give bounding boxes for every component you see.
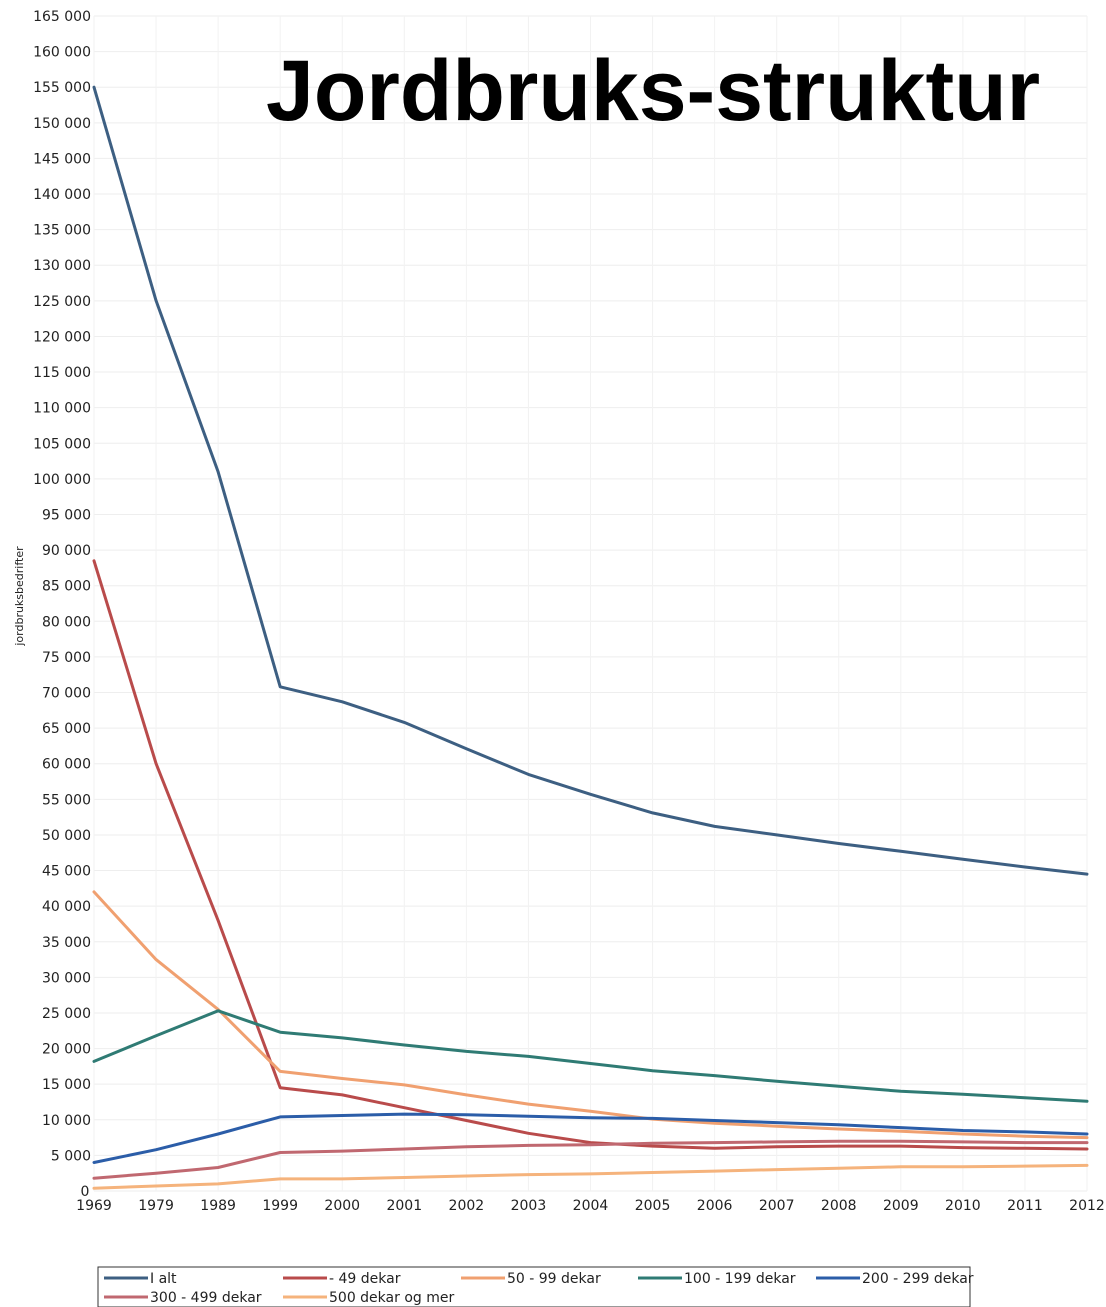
y-tick-label: 160 000: [33, 45, 91, 61]
x-tick-label: 2012: [1069, 1198, 1105, 1214]
y-tick-label: 125 000: [33, 294, 91, 310]
legend-label: 100 - 199 dekar: [684, 1271, 796, 1287]
series-lines: [92, 85, 1089, 1190]
x-tick-label: 2005: [635, 1198, 671, 1214]
y-tick-label: 5 000: [51, 1148, 91, 1164]
x-tick-label: 2010: [945, 1198, 981, 1214]
y-tick-label: 145 000: [33, 151, 91, 167]
legend-label: - 49 dekar: [329, 1271, 401, 1287]
y-tick-label: 95 000: [42, 507, 91, 523]
y-tick-label: 45 000: [42, 864, 91, 880]
legend-label: 50 - 99 dekar: [507, 1271, 601, 1287]
series-line: [92, 1112, 1089, 1164]
y-tick-label: 135 000: [33, 223, 91, 239]
x-tick-label: 1989: [200, 1198, 236, 1214]
legend-label: 300 - 499 dekar: [150, 1290, 262, 1306]
y-tick-label: 65 000: [42, 721, 91, 737]
x-tick-label: 2009: [883, 1198, 919, 1214]
x-tick-label: 2001: [386, 1198, 422, 1214]
legend-label: 500 dekar og mer: [329, 1290, 454, 1306]
y-tick-label: 110 000: [33, 401, 91, 417]
x-axis-ticks: 1969 1979 1989 1999 2000 2001 2002 2003 2004 2005…: [76, 1198, 1105, 1214]
grid: [93, 15, 1088, 1192]
series-line: [92, 1009, 1089, 1103]
y-tick-label: 90 000: [42, 543, 91, 559]
x-tick-label: 2008: [821, 1198, 857, 1214]
x-tick-label: 2002: [449, 1198, 485, 1214]
y-tick-label: 140 000: [33, 187, 91, 203]
x-tick-label: 2006: [697, 1198, 733, 1214]
y-axis-label: jordbruksbedrifter: [13, 546, 26, 647]
y-tick-label: 0: [81, 1184, 90, 1200]
y-tick-label: 150 000: [33, 116, 91, 132]
y-tick-label: 25 000: [42, 1006, 91, 1022]
series-line: [92, 1163, 1089, 1190]
legend-label: I alt: [150, 1271, 177, 1287]
y-tick-label: 15 000: [42, 1077, 91, 1093]
y-tick-label: 85 000: [42, 579, 91, 595]
chart-title: Jordbruks-struktur: [266, 43, 1040, 139]
x-tick-label: 1979: [138, 1198, 174, 1214]
series-line: [92, 85, 1089, 876]
x-tick-label: 2003: [511, 1198, 547, 1214]
y-tick-label: 165 000: [33, 9, 91, 25]
y-tick-label: 100 000: [33, 472, 91, 488]
y-tick-label: 35 000: [42, 935, 91, 951]
x-tick-label: 2011: [1007, 1198, 1043, 1214]
y-tick-label: 55 000: [42, 792, 91, 808]
x-tick-label: 1999: [262, 1198, 298, 1214]
y-tick-label: 155 000: [33, 80, 91, 96]
y-tick-label: 115 000: [33, 365, 91, 381]
y-tick-label: 30 000: [42, 970, 91, 986]
y-tick-label: 75 000: [42, 650, 91, 666]
x-tick-label: 2007: [759, 1198, 795, 1214]
y-axis-ticks: 5 000 10 000 15 000 20 000 25 000 30 000 35 00…: [33, 9, 91, 1200]
y-tick-label: 130 000: [33, 258, 91, 274]
series-line: [92, 1139, 1089, 1180]
y-tick-label: 60 000: [42, 757, 91, 773]
y-tick-label: 10 000: [42, 1113, 91, 1129]
y-tick-label: 70 000: [42, 686, 91, 702]
y-tick-label: 80 000: [42, 614, 91, 630]
y-tick-label: 120 000: [33, 329, 91, 345]
x-tick-label: 2000: [324, 1198, 360, 1214]
series-line: [92, 890, 1089, 1140]
y-tick-label: 105 000: [33, 436, 91, 452]
x-tick-label: 1969: [76, 1198, 112, 1214]
y-tick-label: 20 000: [42, 1042, 91, 1058]
x-tick-label: 2004: [573, 1198, 609, 1214]
y-tick-label: 40 000: [42, 899, 91, 915]
legend-label: 200 - 299 dekar: [862, 1271, 974, 1287]
legend: I alt - 49 dekar 50 - 99 dekar 100 - 199 de…: [97, 1266, 974, 1307]
legend-box: [97, 1266, 971, 1307]
series-line: [92, 559, 1089, 1151]
y-tick-label: 50 000: [42, 828, 91, 844]
